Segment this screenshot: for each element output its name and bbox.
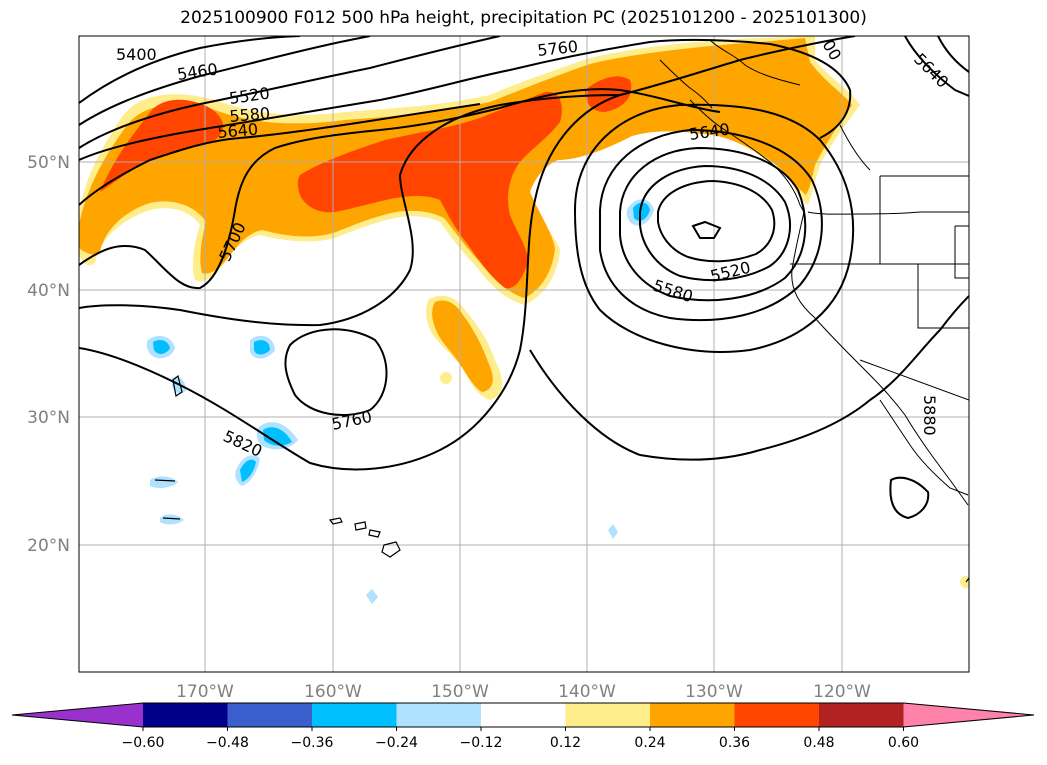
lat-label: 30°N bbox=[27, 408, 70, 428]
colorbar-tick-label: 0.60 bbox=[888, 735, 919, 751]
colorbar-extend-high bbox=[903, 703, 1034, 727]
height-contours bbox=[79, 36, 969, 471]
colorbar-swatch bbox=[650, 703, 735, 727]
lon-label: 160°W bbox=[304, 682, 362, 702]
precip-negative-fill bbox=[146, 199, 654, 604]
lon-label: 140°W bbox=[558, 682, 616, 702]
contour-label: 5760 bbox=[536, 37, 578, 60]
colorbar-swatch bbox=[481, 703, 566, 727]
graticule bbox=[79, 36, 969, 672]
contour-label: 5580 bbox=[229, 104, 271, 126]
colorbar-tick-label: 0.48 bbox=[803, 735, 834, 751]
lon-label: 120°W bbox=[813, 682, 871, 702]
contour-label: 5400 bbox=[116, 45, 157, 64]
colorbar-swatch bbox=[565, 703, 651, 727]
colorbar-tick-label: −0.60 bbox=[122, 735, 165, 751]
colorbar-tick-label: 0.12 bbox=[550, 735, 581, 751]
lon-label: 170°W bbox=[176, 682, 234, 702]
lat-label: 40°N bbox=[27, 281, 70, 301]
colorbar-extend-low bbox=[12, 703, 143, 727]
colorbar-tick-label: −0.12 bbox=[460, 735, 503, 751]
colorbar-swatch bbox=[734, 703, 820, 727]
lon-label: 150°W bbox=[431, 682, 489, 702]
contour-label: 5640 bbox=[217, 120, 259, 142]
coastlines bbox=[659, 39, 969, 506]
lat-axis: 50°N 40°N 30°N 20°N bbox=[27, 153, 70, 556]
colorbar-tick-label: 0.36 bbox=[719, 735, 750, 751]
colorbar-tick-label: −0.36 bbox=[291, 735, 334, 751]
colorbar: −0.60 −0.48 −0.36 −0.24 −0.12 0.12 0.24 0.36 0.4… bbox=[11, 702, 1035, 751]
lon-label: 130°W bbox=[685, 682, 743, 702]
colorbar-swatch bbox=[143, 703, 228, 727]
colorbar-swatch bbox=[396, 703, 482, 727]
map-title: 2025100900 F012 500 hPa height, precipit… bbox=[180, 8, 867, 28]
colorbar-swatch bbox=[819, 703, 904, 727]
island-outlines bbox=[154, 374, 969, 583]
lat-label: 20°N bbox=[27, 536, 70, 556]
colorbar-tick-label: 0.24 bbox=[634, 735, 665, 751]
colorbar-tick-label: −0.48 bbox=[206, 735, 249, 751]
plot-frame bbox=[78, 35, 970, 673]
colorbar-tick-label: −0.24 bbox=[375, 735, 418, 751]
contour-label: 5880 bbox=[920, 395, 939, 436]
colorbar-swatch bbox=[227, 703, 313, 727]
lon-axis: 170°W 160°W 150°W 140°W 130°W 120°W bbox=[176, 682, 871, 702]
lat-label: 50°N bbox=[27, 153, 70, 173]
colorbar-swatch bbox=[312, 703, 397, 727]
